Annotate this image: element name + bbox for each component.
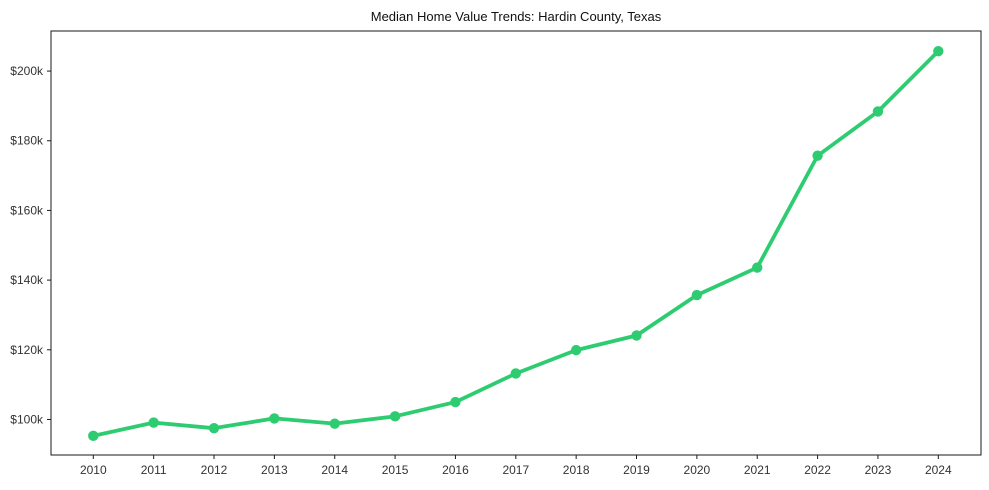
data-point-marker [148, 417, 159, 428]
x-tick-label: 2014 [321, 463, 348, 477]
plot-frame [50, 30, 982, 456]
data-point-marker [510, 368, 521, 379]
y-tick-label: $120k [10, 343, 44, 357]
x-tick-label: 2022 [804, 463, 831, 477]
x-tick-label: 2015 [382, 463, 409, 477]
y-tick-label: $160k [10, 203, 44, 217]
x-tick-label: 2021 [744, 463, 771, 477]
x-tick-label: 2011 [141, 463, 167, 477]
data-point-marker [208, 422, 220, 434]
data-point-marker [389, 411, 401, 422]
x-tick-label: 2013 [261, 463, 288, 477]
data-point-marker [812, 150, 823, 161]
data-point-marker [269, 413, 280, 424]
x-tick-label: 2018 [563, 463, 590, 477]
x-tick-label: 2023 [865, 463, 892, 477]
data-point-marker [752, 262, 763, 273]
data-point-marker [570, 344, 582, 356]
x-tick-label: 2024 [925, 463, 952, 477]
y-tick-label: $200k [10, 64, 44, 78]
data-point-marker [88, 430, 99, 442]
y-tick-label: $140k [10, 273, 44, 287]
data-point-marker [329, 418, 340, 429]
x-tick-label: 2017 [502, 463, 529, 477]
data-point-marker [631, 330, 642, 341]
data-point-marker [933, 46, 944, 57]
plot-area: $100k $120k $140k $160k $180k $200k 2010 2011 20… [10, 30, 982, 477]
x-tick-label: 2010 [80, 463, 107, 477]
y-tick-label: $180k [10, 134, 44, 148]
chart-title: Median Home Value Trends: Hardin County,… [371, 9, 662, 24]
x-tick-label: 2020 [684, 463, 711, 477]
data-point-marker [450, 396, 461, 408]
data-point-marker [691, 289, 703, 301]
data-point-marker [872, 106, 884, 117]
y-tick-label: $100k [10, 412, 44, 426]
x-tick-label: 2016 [442, 463, 469, 477]
x-tick-label: 2019 [623, 463, 650, 477]
x-tick-label: 2012 [201, 463, 228, 477]
